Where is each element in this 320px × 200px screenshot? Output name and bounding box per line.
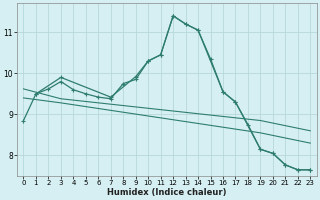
X-axis label: Humidex (Indice chaleur): Humidex (Indice chaleur)	[107, 188, 227, 197]
